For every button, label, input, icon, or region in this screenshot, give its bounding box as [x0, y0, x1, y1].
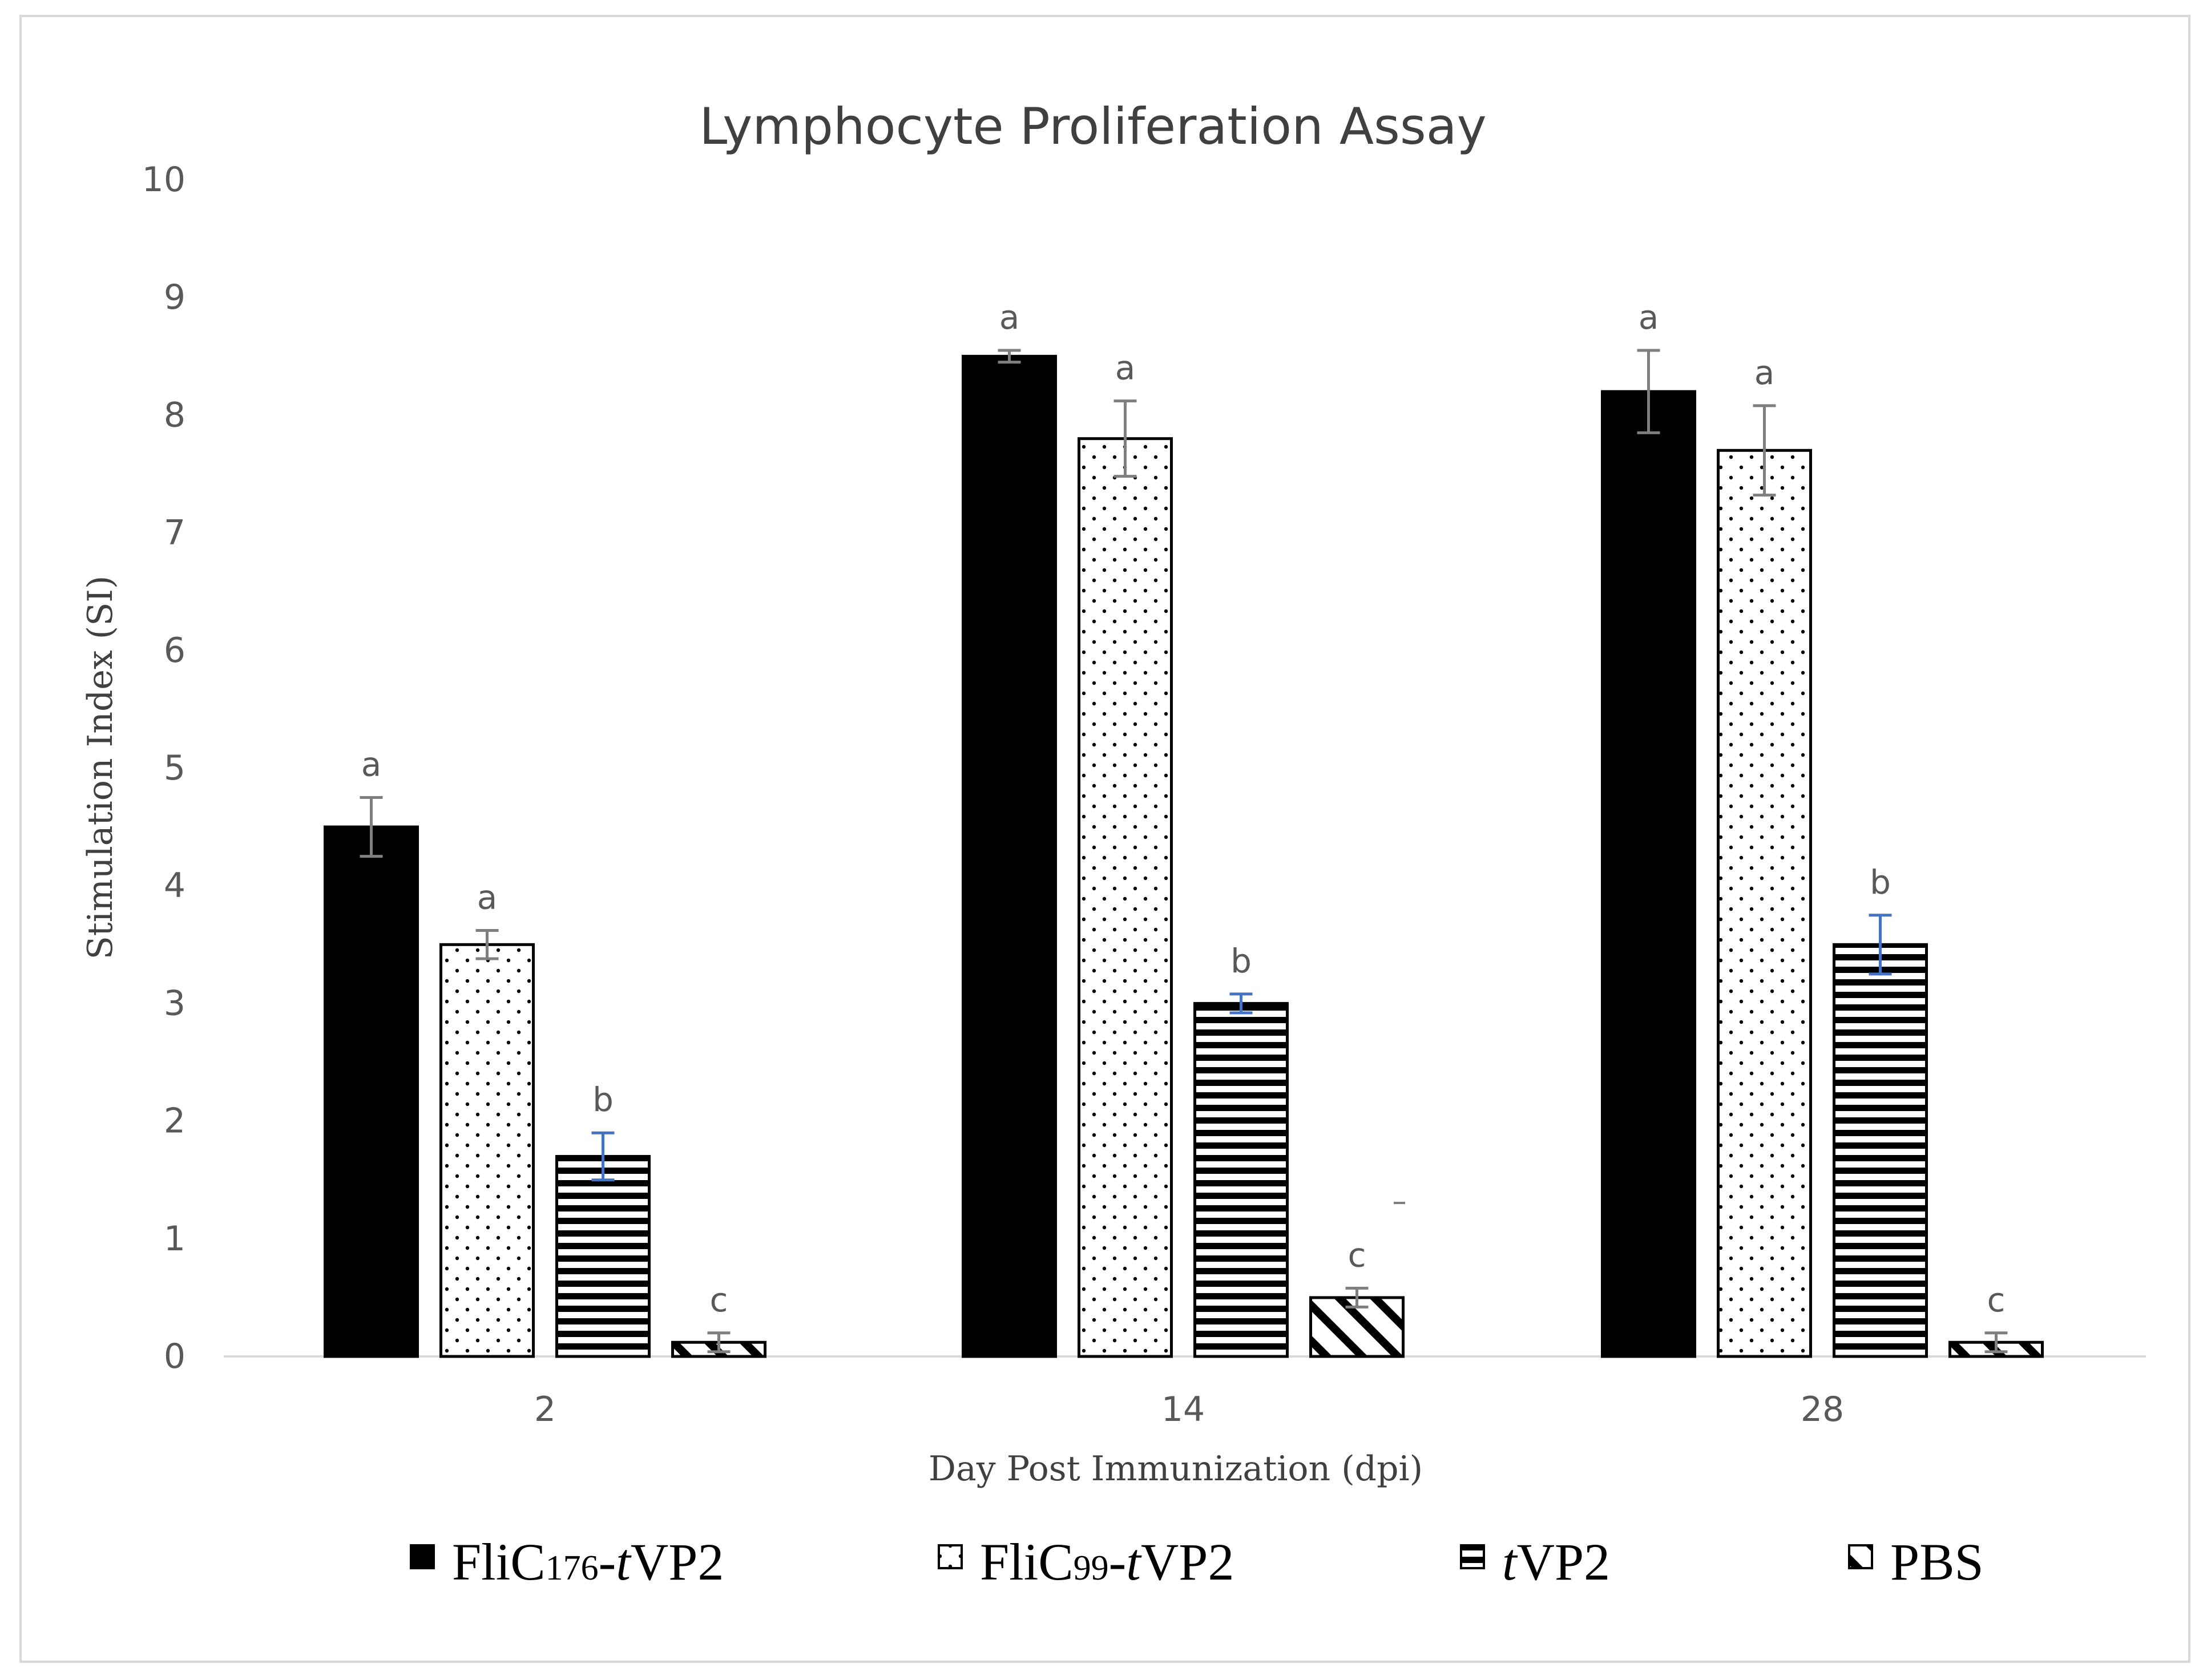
significance-letter: a [477, 878, 498, 917]
y-tick-label: 0 [164, 1336, 185, 1376]
significance-letter: a [1115, 349, 1136, 387]
y-tick-label: 1 [164, 1219, 185, 1259]
y-tick-label: 2 [164, 1101, 185, 1141]
significance-letter: c [710, 1281, 728, 1319]
significance-letter: a [999, 298, 1020, 337]
error-bars-group [360, 349, 2008, 1354]
y-tick-label: 8 [164, 395, 185, 435]
bar-dots [1717, 449, 1812, 1358]
y-tick-label: 5 [164, 748, 185, 788]
y-tick-label: 7 [164, 513, 185, 553]
significance-letter: b [1230, 942, 1252, 980]
bars-group [324, 354, 2044, 1358]
x-axis-ticks: 2 14 28 [534, 1390, 1844, 1429]
significance-letter: b [592, 1080, 614, 1119]
bar-dots [1078, 437, 1173, 1358]
bar-solid [962, 354, 1057, 1358]
legend-label: FliC99-tVP2 [980, 1533, 1234, 1591]
legend-swatch [410, 1544, 435, 1569]
y-tick-label: 6 [164, 631, 185, 671]
y-tick-label: 4 [164, 866, 185, 906]
x-tick-label: 28 [1801, 1390, 1844, 1429]
y-axis-ticks: 0 1 2 3 4 5 6 7 8 9 10 [142, 160, 185, 1376]
y-axis-label: Stimulation Index (SI) [80, 576, 120, 960]
y-tick-label: 3 [164, 983, 185, 1023]
legend-label: PBS [1890, 1533, 1984, 1591]
legend-swatch [938, 1544, 963, 1569]
legend-label: FliC176-tVP2 [452, 1533, 724, 1591]
legend: FliC176-tVP2 FliC99-tVP2 tVP2 PBS [410, 1533, 1984, 1591]
significance-letter: c [1987, 1281, 2006, 1319]
significance-letter: b [1870, 863, 1891, 902]
significance-letter: a [1754, 353, 1775, 392]
significance-letters-group: a a b c a a b c a a b c [361, 298, 2006, 1319]
bar-hlines [555, 1154, 651, 1358]
x-axis-label: Day Post Immunization (dpi) [929, 1449, 1423, 1489]
bar-dots [439, 943, 535, 1358]
legend-swatch [1460, 1544, 1485, 1569]
bar-hlines [1833, 943, 1928, 1358]
legend-label: tVP2 [1502, 1533, 1610, 1591]
y-tick-label: 9 [164, 277, 185, 317]
bar-solid [1601, 390, 1696, 1358]
significance-letter: a [1639, 298, 1659, 337]
significance-letter: c [1348, 1235, 1366, 1274]
significance-letter: a [361, 745, 382, 784]
x-tick-label: 2 [534, 1390, 556, 1429]
bar-solid [324, 825, 419, 1358]
legend-swatch [1848, 1544, 1873, 1569]
y-tick-label: 10 [142, 160, 185, 200]
x-tick-label: 14 [1161, 1390, 1205, 1429]
bar-hlines [1193, 1001, 1289, 1358]
chart-title: Lymphocyte Proliferation Assay [699, 97, 1486, 156]
